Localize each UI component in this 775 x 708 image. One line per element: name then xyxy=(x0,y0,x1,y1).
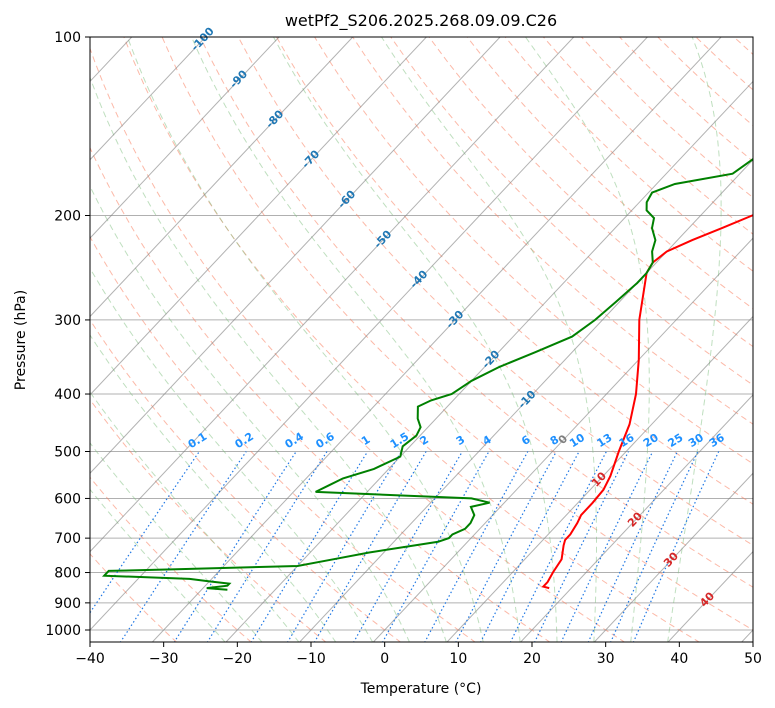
chart-title: wetPf2_S206.2025.268.09.09.C26 xyxy=(285,11,557,31)
y-tick-label: 100 xyxy=(54,30,81,46)
isotherm-line xyxy=(90,37,501,474)
sounding-traces xyxy=(101,157,753,591)
dry-adiabat xyxy=(90,553,178,642)
moist-adiabat xyxy=(191,37,521,642)
x-axis: −40 −30 −20 −10 0 10 20 30 40 50 xyxy=(75,642,762,667)
x-tick-label: 20 xyxy=(523,651,541,667)
dry-adiabat xyxy=(161,37,753,631)
y-tick-label: 800 xyxy=(54,566,81,582)
isotherm-line xyxy=(90,37,206,161)
mixing-ratio-line xyxy=(206,451,328,642)
moist-adiabat xyxy=(90,267,374,642)
dry-adiabat xyxy=(90,235,476,642)
isotherm-line xyxy=(90,37,427,396)
moist-adiabat xyxy=(273,37,558,642)
mixing-ratio-line xyxy=(119,451,247,642)
dry-adiabat xyxy=(237,37,753,546)
mixing-ratio-line xyxy=(455,451,557,642)
dry-adiabat xyxy=(90,47,626,642)
temperature-trace xyxy=(541,214,753,590)
x-tick-label: 0 xyxy=(380,651,389,667)
y-tick-label: 300 xyxy=(54,313,81,329)
plot-frame xyxy=(89,36,754,643)
mixing-ratio-line xyxy=(250,451,369,642)
x-tick-label: 10 xyxy=(449,651,467,667)
dry-adiabat xyxy=(466,37,753,310)
isotherm-line xyxy=(299,159,753,642)
dewpoint-trace xyxy=(101,157,753,591)
y-tick-label: 400 xyxy=(54,387,81,403)
moist-adiabat xyxy=(90,76,447,642)
moist-adiabat xyxy=(525,37,650,642)
x-tick-label: −10 xyxy=(296,651,326,667)
mixing-ratio-line xyxy=(509,451,607,642)
dry-adiabat xyxy=(199,37,753,588)
x-tick-label: 50 xyxy=(744,651,762,667)
x-tick-label: −20 xyxy=(223,651,253,667)
y-tick-label: 500 xyxy=(54,444,81,460)
x-tick-label: 30 xyxy=(597,651,615,667)
mixing-ratio-line xyxy=(632,451,720,642)
y-tick-label: 700 xyxy=(54,531,81,547)
mixing-ratio-line xyxy=(534,451,630,642)
isotherm-line xyxy=(520,394,753,642)
dry-adiabat xyxy=(123,37,700,642)
moist-adiabat xyxy=(90,442,263,642)
moist-adiabat xyxy=(667,37,722,642)
y-axis: 100 200 300 400 500 600 700 800 900 1000 xyxy=(45,30,90,639)
y-tick-label: 1000 xyxy=(45,623,81,639)
isotherm-line xyxy=(593,472,753,642)
isotherm-line xyxy=(225,80,753,642)
y-tick-label: 900 xyxy=(54,596,81,612)
isotherm-line xyxy=(90,37,354,318)
isotherm-line xyxy=(90,37,280,239)
dry-adiabat xyxy=(90,476,252,642)
y-tick-label: 200 xyxy=(54,209,81,225)
x-tick-label: −40 xyxy=(75,651,105,667)
y-tick-label: 600 xyxy=(54,491,81,507)
moist-adiabat xyxy=(381,37,597,642)
x-axis-label: Temperature (°C) xyxy=(360,681,482,697)
dry-adiabat xyxy=(90,146,551,642)
mixing-ratio-line xyxy=(382,451,490,642)
x-tick-label: −30 xyxy=(149,651,179,667)
isotherm-line xyxy=(90,37,575,553)
moist-adiabat xyxy=(90,334,337,642)
isotherm-line xyxy=(372,237,753,642)
dry-adiabat xyxy=(276,37,753,505)
x-tick-label: 40 xyxy=(670,651,688,667)
moist-adiabat xyxy=(126,37,484,642)
isotherm-line xyxy=(151,37,722,642)
background-lines xyxy=(90,37,753,642)
mixing-ratio-line xyxy=(173,451,297,642)
y-axis-label: Pressure (hPa) xyxy=(13,290,29,390)
mixing-ratio-line xyxy=(424,451,529,642)
isotherm-line xyxy=(446,315,753,642)
isotherm-line xyxy=(90,37,648,631)
